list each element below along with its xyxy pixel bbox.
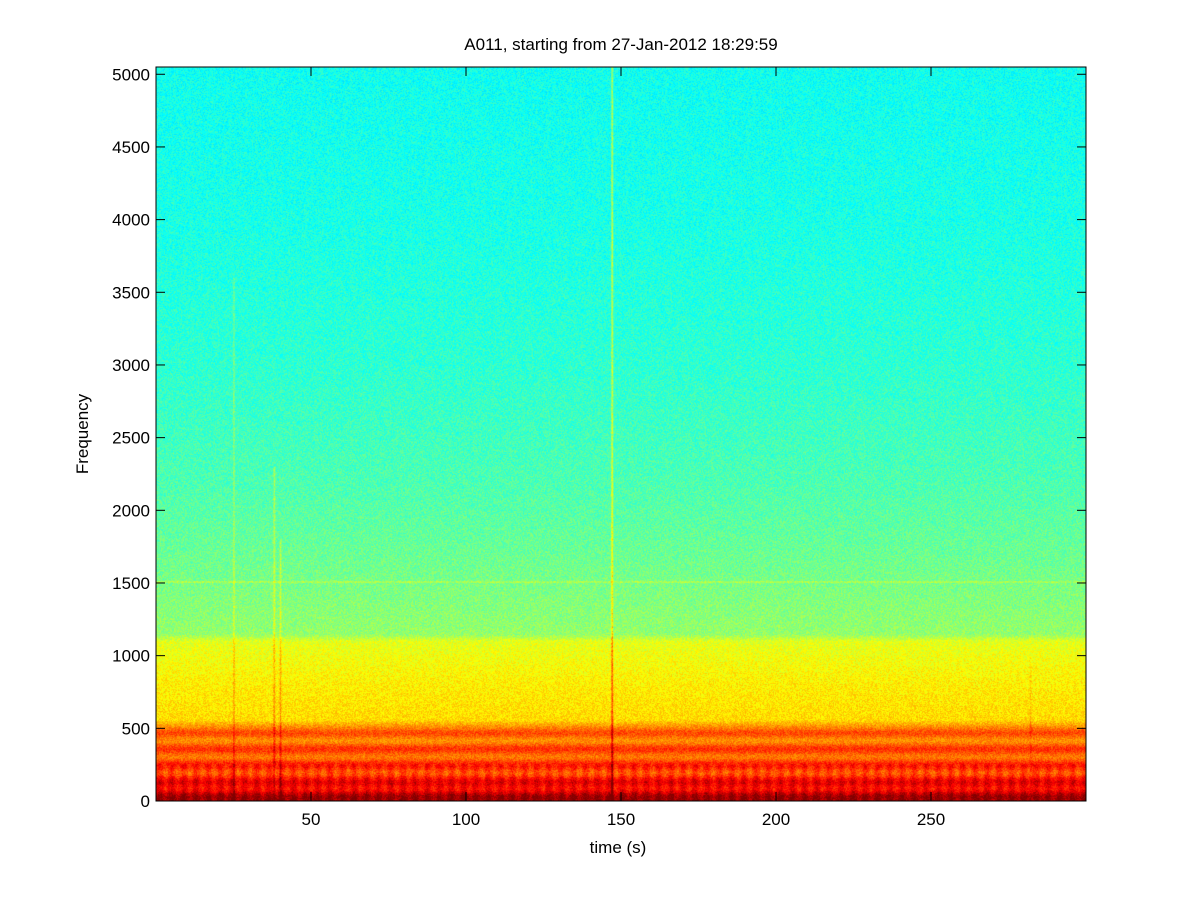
x-tick-label: 100 [452, 810, 480, 829]
y-tick-label: 1000 [112, 647, 150, 666]
y-tick-label: 500 [122, 719, 150, 738]
chart-title: A011, starting from 27-Jan-2012 18:29:59 [464, 35, 777, 54]
y-ticks: 0 500 1000 1500 2000 2500 3000 3500 4000 4500 5000 [112, 65, 1086, 811]
x-ticks: 50 100 150 200 250 [302, 67, 945, 829]
x-axis-title: time (s) [590, 838, 647, 857]
x-tick-label: 50 [302, 810, 321, 829]
plot-frame [155, 66, 1087, 802]
x-tick-label: 200 [762, 810, 790, 829]
y-tick-label: 4500 [112, 138, 150, 157]
y-tick-label: 2000 [112, 501, 150, 520]
y-axis-title: Frequency [73, 393, 92, 474]
y-tick-label: 5000 [112, 65, 150, 84]
y-tick-label: 0 [141, 792, 150, 811]
spectrogram-image [156, 67, 1086, 801]
y-tick-label: 1500 [112, 574, 150, 593]
y-tick-label: 3500 [112, 283, 150, 302]
y-tick-label: 4000 [112, 211, 150, 230]
y-tick-label: 2500 [112, 429, 150, 448]
y-tick-label: 3000 [112, 356, 150, 375]
x-tick-label: 250 [917, 810, 945, 829]
x-tick-label: 150 [607, 810, 635, 829]
